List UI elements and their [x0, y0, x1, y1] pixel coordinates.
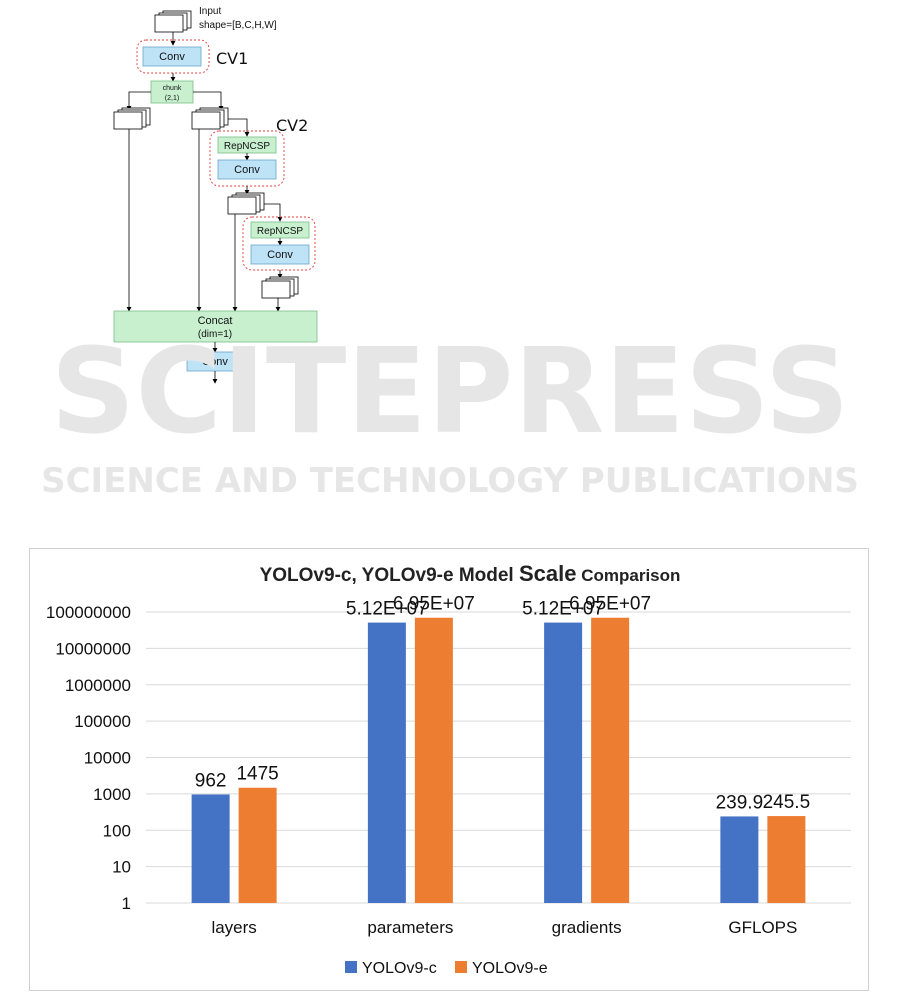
- bar-yolov9-e-gradients: [591, 617, 630, 903]
- y-tick-label: 10000: [84, 749, 131, 768]
- architecture-diagram: Input shape=[B,C,H,W] Conv CV1 chunk (2,…: [113, 6, 318, 384]
- data-label: 1475: [236, 764, 278, 785]
- concat-label: Concat: [198, 315, 233, 327]
- cv1-label: CV1: [216, 49, 248, 68]
- y-tick-label: 10000000: [55, 639, 131, 658]
- legend-label: YOLOv9-e: [472, 960, 548, 977]
- bar-yolov9-e-gflops: [767, 816, 806, 903]
- cv2-conv-label-1: Conv: [234, 164, 260, 176]
- input-tensor-stack: [154, 10, 192, 33]
- data-label: 5.12E+07: [346, 599, 428, 620]
- cv2-conv-block-2: [250, 244, 310, 265]
- concat-args: (dim=1): [198, 329, 232, 340]
- x-tick-label: GFLOPS: [728, 918, 797, 937]
- data-label: 6.95E+07: [569, 594, 651, 615]
- x-tick-label: layers: [211, 918, 256, 937]
- y-tick-label: 1000: [93, 785, 131, 804]
- bar-yolov9-c-gflops: [720, 816, 759, 903]
- legend-label: YOLOv9-c: [362, 960, 437, 977]
- x-tick-label: gradients: [552, 918, 622, 937]
- legend-swatch: [455, 961, 467, 973]
- repncsp-label-2: RepNCSP: [257, 226, 303, 237]
- cv1-conv-label: Conv: [159, 51, 185, 63]
- chart-title-part1: YOLOv9-c, YOLOv9-e Model: [260, 565, 519, 586]
- y-tick-label: 100: [103, 821, 131, 840]
- bar-yolov9-e-parameters: [414, 617, 453, 903]
- data-label: 239.9: [716, 792, 764, 813]
- data-label: 5.12E+07: [522, 599, 604, 620]
- watermark-tagline: SCIENCE AND TECHNOLOGY PUBLICATIONS: [41, 461, 859, 501]
- y-tick-label: 1000000: [65, 676, 131, 695]
- cv1-conv-block: [142, 46, 202, 67]
- intermediate-tensor-2: [261, 276, 299, 299]
- chart-title-part2: Scale: [519, 561, 577, 586]
- intermediate-tensor-1: [227, 192, 265, 215]
- split-tensor-right: [191, 107, 229, 130]
- x-tick-label: parameters: [367, 918, 453, 937]
- bar-yolov9-c-parameters: [367, 622, 406, 903]
- data-label: 962: [195, 770, 227, 791]
- concat-block: [113, 310, 318, 343]
- input-label: Input: [199, 6, 221, 17]
- chunk-label: chunk: [163, 85, 182, 92]
- bar-yolov9-c-gradients: [544, 622, 583, 903]
- bar-yolov9-e-layers: [238, 787, 277, 903]
- chart-title-part3: Comparison: [576, 566, 680, 585]
- bar-yolov9-c-layers: [191, 794, 230, 903]
- cv2-label: CV2: [276, 116, 308, 135]
- chunk-args: (2,1): [165, 95, 179, 102]
- y-tick-label: 10: [112, 858, 131, 877]
- input-shape-label: shape=[B,C,H,W]: [199, 20, 277, 31]
- legend-swatch: [345, 961, 357, 973]
- cv2-conv-block-1: [217, 159, 277, 180]
- cv2-conv-label-2: Conv: [267, 249, 293, 261]
- watermark-brand: SCITEPRESS: [50, 322, 849, 460]
- chart-frame: [29, 548, 869, 991]
- final-conv-label: Conv: [202, 356, 228, 368]
- y-tick-label: 1: [122, 894, 131, 913]
- split-tensor-left: [113, 107, 151, 130]
- y-tick-label: 100000000: [46, 603, 131, 622]
- data-label: 6.95E+07: [393, 594, 475, 615]
- y-tick-label: 100000: [74, 712, 131, 731]
- chart-title: YOLOv9-c, YOLOv9-e Model Scale Compariso…: [260, 561, 681, 586]
- repncsp-label-1: RepNCSP: [224, 141, 270, 152]
- cv2-group-2: [242, 216, 316, 271]
- data-label: 245.5: [763, 792, 811, 813]
